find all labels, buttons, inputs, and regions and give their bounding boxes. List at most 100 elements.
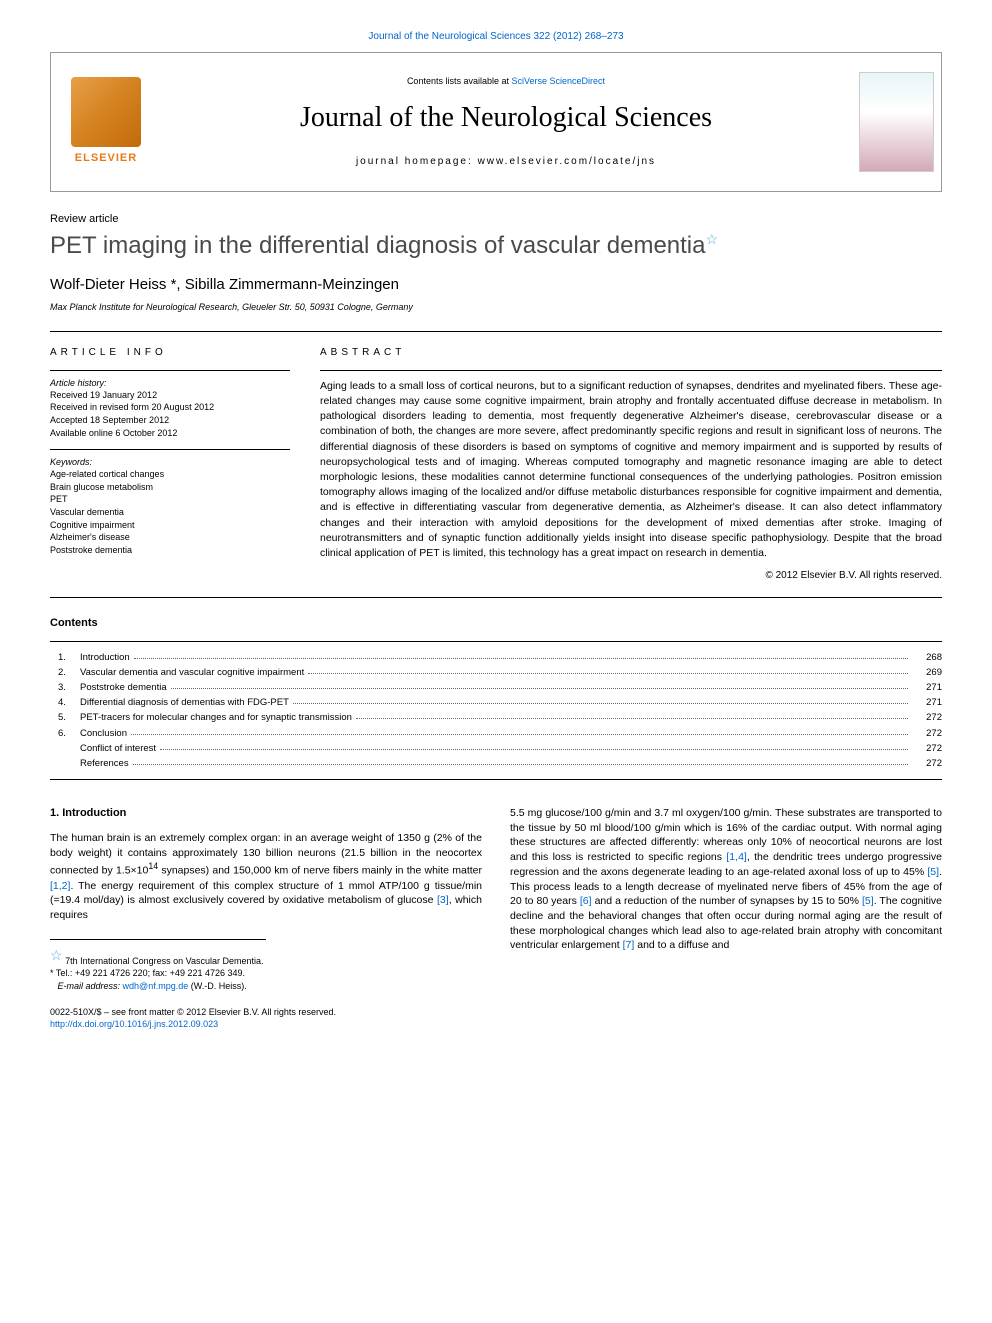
- cover-thumbnail: [851, 53, 941, 191]
- history-line: Received 19 January 2012: [50, 389, 290, 402]
- toc-row[interactable]: 5.PET-tracers for molecular changes and …: [50, 710, 942, 725]
- reference-link[interactable]: [3]: [437, 894, 449, 906]
- toc-page: 272: [912, 756, 942, 771]
- keyword: Cognitive impairment: [50, 519, 290, 532]
- toc-page: 271: [912, 695, 942, 710]
- footnote-congress: ☆ 7th International Congress on Vascular…: [50, 946, 266, 968]
- cover-image: [859, 72, 934, 172]
- toc-dots: [308, 665, 908, 674]
- toc-num: 6.: [50, 726, 80, 741]
- toc-dots: [133, 756, 908, 765]
- toc-row[interactable]: Conflict of interest 272: [50, 741, 942, 756]
- toc-dots: [356, 710, 908, 719]
- footnote-text: 7th International Congress on Vascular D…: [65, 956, 263, 966]
- toc-dots: [134, 650, 908, 659]
- reference-link[interactable]: [1,2]: [50, 880, 70, 892]
- toc-num: 3.: [50, 680, 80, 695]
- toc-num: 2.: [50, 665, 80, 680]
- exponent: 14: [148, 861, 158, 871]
- reference-link[interactable]: [6]: [580, 895, 592, 907]
- body-columns: 1. Introduction The human brain is an ex…: [50, 806, 942, 1031]
- toc-page: 272: [912, 741, 942, 756]
- toc-title: Vascular dementia and vascular cognitive…: [80, 665, 304, 680]
- email-suffix: (W.-D. Heiss).: [188, 981, 247, 991]
- email-label: E-mail address:: [58, 981, 123, 991]
- body-col-left: 1. Introduction The human brain is an ex…: [50, 806, 482, 1031]
- star-icon: ☆: [706, 231, 719, 247]
- toc-num: 5.: [50, 710, 80, 725]
- toc-page: 268: [912, 650, 942, 665]
- header-center: Contents lists available at SciVerse Sci…: [161, 53, 851, 191]
- body-text-span: synapses) and 150,000 km of nerve fibers…: [158, 865, 482, 877]
- toc-row[interactable]: 3.Poststroke dementia 271: [50, 680, 942, 695]
- authors: Wolf-Dieter Heiss *, Sibilla Zimmermann-…: [50, 275, 942, 295]
- elsevier-tree-icon: [71, 77, 141, 147]
- toc-dots: [293, 695, 908, 704]
- reference-link[interactable]: [1,4]: [726, 851, 746, 863]
- sciencedirect-link[interactable]: SciVerse ScienceDirect: [512, 76, 606, 86]
- doi-link[interactable]: http://dx.doi.org/10.1016/j.jns.2012.09.…: [50, 1018, 482, 1030]
- toc-row[interactable]: 2.Vascular dementia and vascular cogniti…: [50, 665, 942, 680]
- toc-title: Poststroke dementia: [80, 680, 167, 695]
- body-paragraph: 5.5 mg glucose/100 g/min and 3.7 ml oxyg…: [510, 806, 942, 953]
- affiliation: Max Planck Institute for Neurological Re…: [50, 301, 942, 313]
- body-text-span: and to a diffuse and: [634, 939, 729, 951]
- reference-link[interactable]: [5]: [927, 866, 939, 878]
- history-line: Received in revised form 20 August 2012: [50, 401, 290, 414]
- star-icon: ☆: [50, 947, 63, 963]
- footnote-tel: * Tel.: +49 221 4726 220; fax: +49 221 4…: [50, 967, 266, 980]
- body-text-span: . The energy requirement of this complex…: [50, 880, 482, 907]
- journal-citation[interactable]: Journal of the Neurological Sciences 322…: [50, 30, 942, 44]
- toc-title: PET-tracers for molecular changes and fo…: [80, 710, 352, 725]
- keywords-block: Keywords: Age-related cortical changes B…: [50, 449, 290, 556]
- history-block: Article history: Received 19 January 201…: [50, 370, 290, 440]
- reference-link[interactable]: [7]: [623, 939, 635, 951]
- toc-row[interactable]: 4.Differential diagnosis of dementias wi…: [50, 695, 942, 710]
- keyword: Poststroke dementia: [50, 544, 290, 557]
- copyright: © 2012 Elsevier B.V. All rights reserved…: [320, 569, 942, 583]
- toc-title: Conclusion: [80, 726, 127, 741]
- keyword: Alzheimer's disease: [50, 531, 290, 544]
- toc-row[interactable]: 6.Conclusion 272: [50, 726, 942, 741]
- toc-num: [50, 741, 80, 756]
- bottom-meta: 0022-510X/$ – see front matter © 2012 El…: [50, 1006, 482, 1030]
- front-matter: 0022-510X/$ – see front matter © 2012 El…: [50, 1006, 482, 1018]
- toc-page: 272: [912, 710, 942, 725]
- toc-row[interactable]: References272: [50, 756, 942, 771]
- toc-title: Differential diagnosis of dementias with…: [80, 695, 289, 710]
- keyword: Vascular dementia: [50, 506, 290, 519]
- toc-row[interactable]: 1.Introduction 268: [50, 650, 942, 665]
- toc-num: [50, 756, 80, 771]
- article-info: ARTICLE INFO Article history: Received 1…: [50, 346, 290, 583]
- toc-title: Conflict of interest: [80, 741, 156, 756]
- title-text: PET imaging in the differential diagnosi…: [50, 232, 706, 259]
- divider: [50, 597, 942, 598]
- table-of-contents: 1.Introduction 268 2.Vascular dementia an…: [50, 641, 942, 781]
- toc-title: Introduction: [80, 650, 130, 665]
- publisher-logo: ELSEVIER: [51, 53, 161, 191]
- footnote-email: E-mail address: wdh@nf.mpg.de (W.-D. Hei…: [50, 980, 266, 993]
- journal-homepage: journal homepage: www.elsevier.com/locat…: [169, 155, 843, 169]
- footnote-text: Tel.: +49 221 4726 220; fax: +49 221 472…: [56, 968, 245, 978]
- homepage-url[interactable]: www.elsevier.com/locate/jns: [478, 156, 657, 167]
- keywords-label: Keywords:: [50, 456, 290, 468]
- reference-link[interactable]: [5]: [862, 895, 874, 907]
- contents-heading: Contents: [50, 616, 942, 631]
- email-link[interactable]: wdh@nf.mpg.de: [123, 981, 189, 991]
- body-text-span: and a reduction of the number of synapse…: [592, 895, 862, 907]
- toc-num: 1.: [50, 650, 80, 665]
- toc-dots: [131, 726, 908, 735]
- article-type: Review article: [50, 212, 942, 227]
- toc-dots: [171, 680, 908, 689]
- article-info-head: ARTICLE INFO: [50, 346, 290, 360]
- abstract-text: Aging leads to a small loss of cortical …: [320, 370, 942, 562]
- abstract-head: ABSTRACT: [320, 346, 942, 360]
- history-label: Article history:: [50, 377, 290, 389]
- keyword: Age-related cortical changes: [50, 468, 290, 481]
- footnotes: ☆ 7th International Congress on Vascular…: [50, 939, 266, 993]
- toc-page: 272: [912, 726, 942, 741]
- toc-page: 271: [912, 680, 942, 695]
- keyword: PET: [50, 493, 290, 506]
- publisher-name: ELSEVIER: [75, 151, 137, 166]
- abstract-column: ABSTRACT Aging leads to a small loss of …: [320, 346, 942, 583]
